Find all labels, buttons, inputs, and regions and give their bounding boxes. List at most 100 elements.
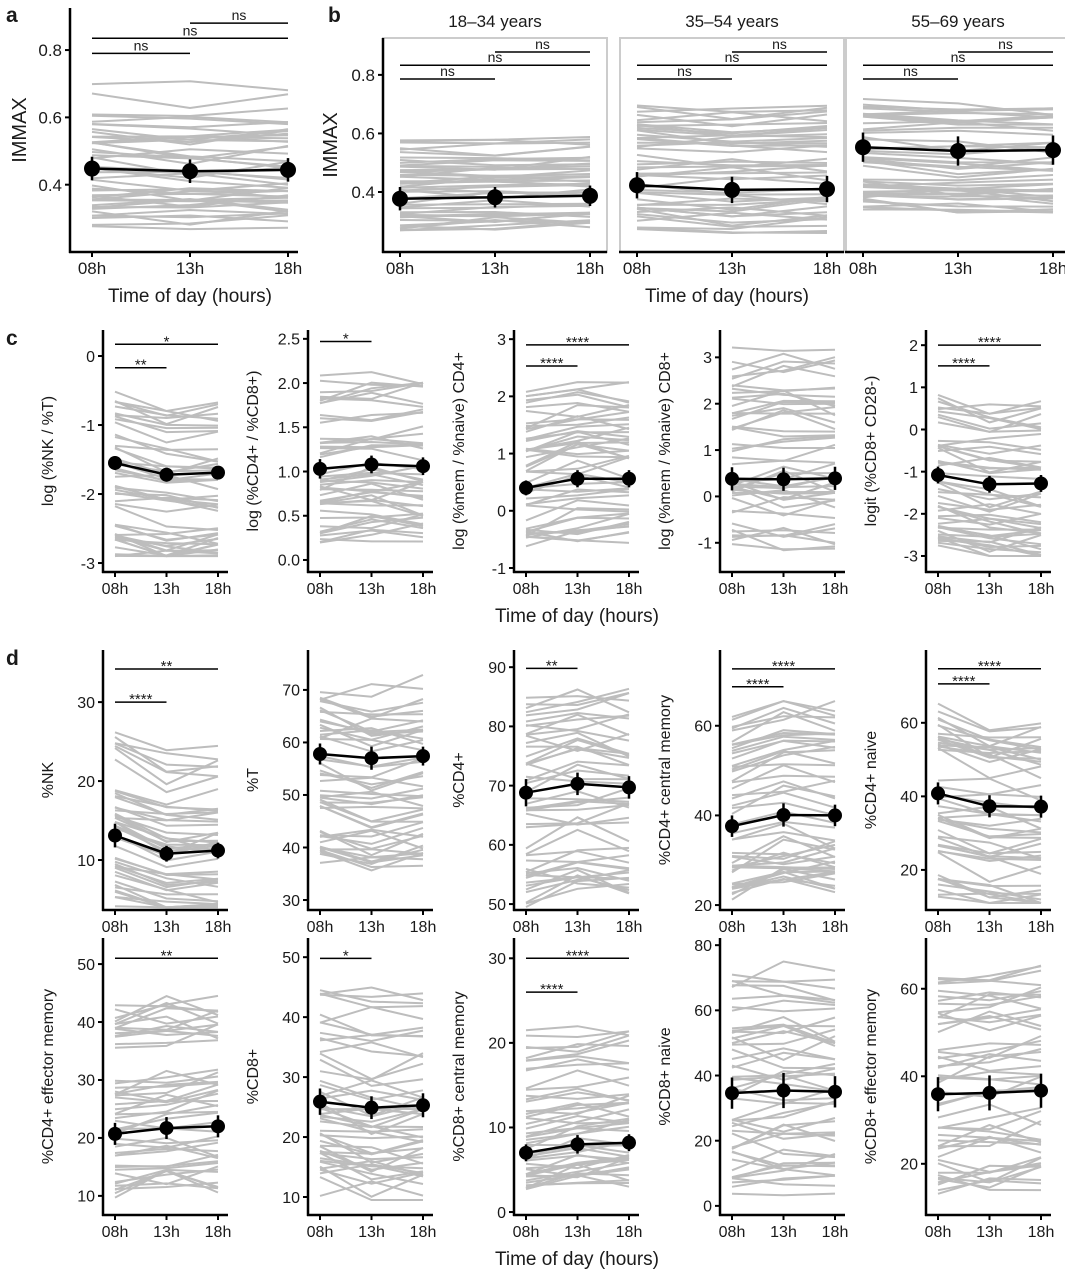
- individual-line: [525, 507, 630, 537]
- individual-line: [114, 1104, 219, 1135]
- x-tick-label: 18h: [410, 581, 437, 598]
- individual-line: [731, 1100, 836, 1122]
- significance-label: *: [343, 330, 349, 347]
- individual-line: [319, 1089, 424, 1101]
- individual-line: [319, 849, 424, 869]
- individual-line: [937, 1179, 1042, 1192]
- individual-line: [937, 532, 1042, 538]
- individual-line: [319, 512, 424, 519]
- individual-line: [525, 1117, 630, 1150]
- individual-line: [731, 700, 836, 721]
- individual-line: [731, 745, 836, 773]
- individual-line: [114, 1182, 219, 1190]
- individual-line: [937, 445, 1042, 469]
- mean-point: [159, 846, 174, 861]
- panel-c5: -3 -2 -1 0 1 2 logit (%CD8+ CD28-) 08h 13h 18h ***…: [863, 330, 1054, 598]
- individual-line: [937, 893, 1042, 905]
- individual-line: [731, 1016, 836, 1035]
- individual-line: [731, 1192, 836, 1197]
- individual-line: [525, 1127, 630, 1138]
- panel-c2: 0.0 0.5 1.0 1.5 2.0 2.5 log (%CD4+ / %CD8+) 08h…: [245, 330, 436, 598]
- individual-line: [636, 211, 828, 222]
- individual-line: [937, 989, 1042, 1010]
- x-tick-label: 13h: [481, 259, 509, 278]
- mean-point: [211, 843, 225, 858]
- individual-line: [525, 454, 630, 473]
- x-axis-title-c: Time of day (hours): [495, 606, 659, 627]
- y-tick-label: 2: [909, 338, 918, 355]
- y-axis-title: %CD4+ effector memory: [40, 989, 57, 1164]
- individual-line: [937, 710, 1042, 733]
- individual-line: [114, 758, 219, 794]
- individual-line: [114, 806, 219, 827]
- individual-line: [91, 178, 289, 192]
- individual-line: [114, 815, 219, 836]
- individual-line: [731, 784, 836, 815]
- individual-line: [114, 1024, 219, 1038]
- x-tick-label: 08h: [513, 919, 540, 936]
- individual-line: [525, 713, 630, 736]
- x-tick-label: 18h: [410, 919, 437, 936]
- individual-line: [731, 875, 836, 890]
- y-tick-label: -1: [904, 464, 918, 481]
- individual-line: [731, 1120, 836, 1150]
- individual-line: [731, 840, 836, 860]
- individual-line: [319, 1108, 424, 1123]
- x-tick-label: 18h: [616, 581, 643, 598]
- y-tick-label: 50: [488, 897, 506, 914]
- y-tick-label: 3: [703, 350, 712, 367]
- y-tick-label: 40: [282, 840, 300, 857]
- y-tick-label: 20: [694, 898, 712, 915]
- individual-line: [937, 1139, 1042, 1146]
- individual-line: [525, 1156, 630, 1176]
- individual-line: [525, 871, 630, 879]
- individual-line: [731, 729, 836, 750]
- panel-d8: 0 10 20 30 %CD8+ central memory 08h 13h 18h ****…: [451, 938, 642, 1241]
- x-tick-label: 08h: [78, 259, 106, 278]
- individual-line: [319, 1006, 424, 1024]
- individual-line: [937, 1010, 1042, 1034]
- individual-line: [91, 132, 289, 144]
- individual-line: [937, 421, 1042, 433]
- individual-line: [525, 499, 630, 522]
- individual-line: [319, 498, 424, 508]
- individual-line: [731, 407, 836, 424]
- individual-line: [862, 129, 1054, 136]
- x-axis-title-d: Time of day (hours): [495, 1249, 659, 1270]
- y-tick-label: 0.6: [38, 108, 62, 127]
- individual-line: [114, 1080, 219, 1095]
- individual-line: [937, 990, 1042, 1002]
- panel-c3: -1 0 1 2 3 log (%mem / %naive) CD4+ 08h 13h 18h *…: [451, 330, 642, 598]
- individual-line: [862, 186, 1054, 193]
- individual-line: [731, 364, 836, 388]
- individual-line: [731, 1150, 836, 1171]
- y-tick-label: 0.8: [38, 41, 62, 60]
- y-axis-title: log (%mem / %naive) CD8+: [657, 352, 674, 550]
- individual-line: [731, 978, 836, 983]
- y-tick-label: 20: [900, 863, 918, 880]
- y-axis-title: %CD8+ central memory: [451, 991, 468, 1161]
- individual-line: [525, 487, 630, 493]
- individual-line: [319, 465, 424, 484]
- y-tick-label: 90: [488, 660, 506, 677]
- mean-point: [416, 459, 430, 474]
- x-tick-label: 18h: [616, 919, 643, 936]
- panel-a: 0.4 0.6 0.8 IMMAX 08h 13h 18h ns ns ns: [9, 7, 302, 278]
- individual-line: [319, 1134, 424, 1140]
- individual-line: [114, 886, 219, 896]
- x-tick-label: 18h: [1039, 259, 1065, 278]
- individual-line: [114, 1083, 219, 1106]
- y-tick-label: 30: [282, 893, 300, 910]
- individual-line: [937, 526, 1041, 531]
- individual-line: [399, 218, 591, 230]
- y-tick-label: 40: [77, 1015, 95, 1032]
- x-tick-label: 13h: [564, 919, 591, 936]
- individual-line: [525, 1091, 630, 1103]
- x-tick-label: 18h: [813, 259, 841, 278]
- individual-line: [731, 706, 836, 730]
- y-tick-label: 3: [497, 332, 506, 349]
- x-tick-label: 08h: [513, 1224, 540, 1241]
- individual-line: [319, 1106, 424, 1128]
- mean-point: [1034, 476, 1048, 491]
